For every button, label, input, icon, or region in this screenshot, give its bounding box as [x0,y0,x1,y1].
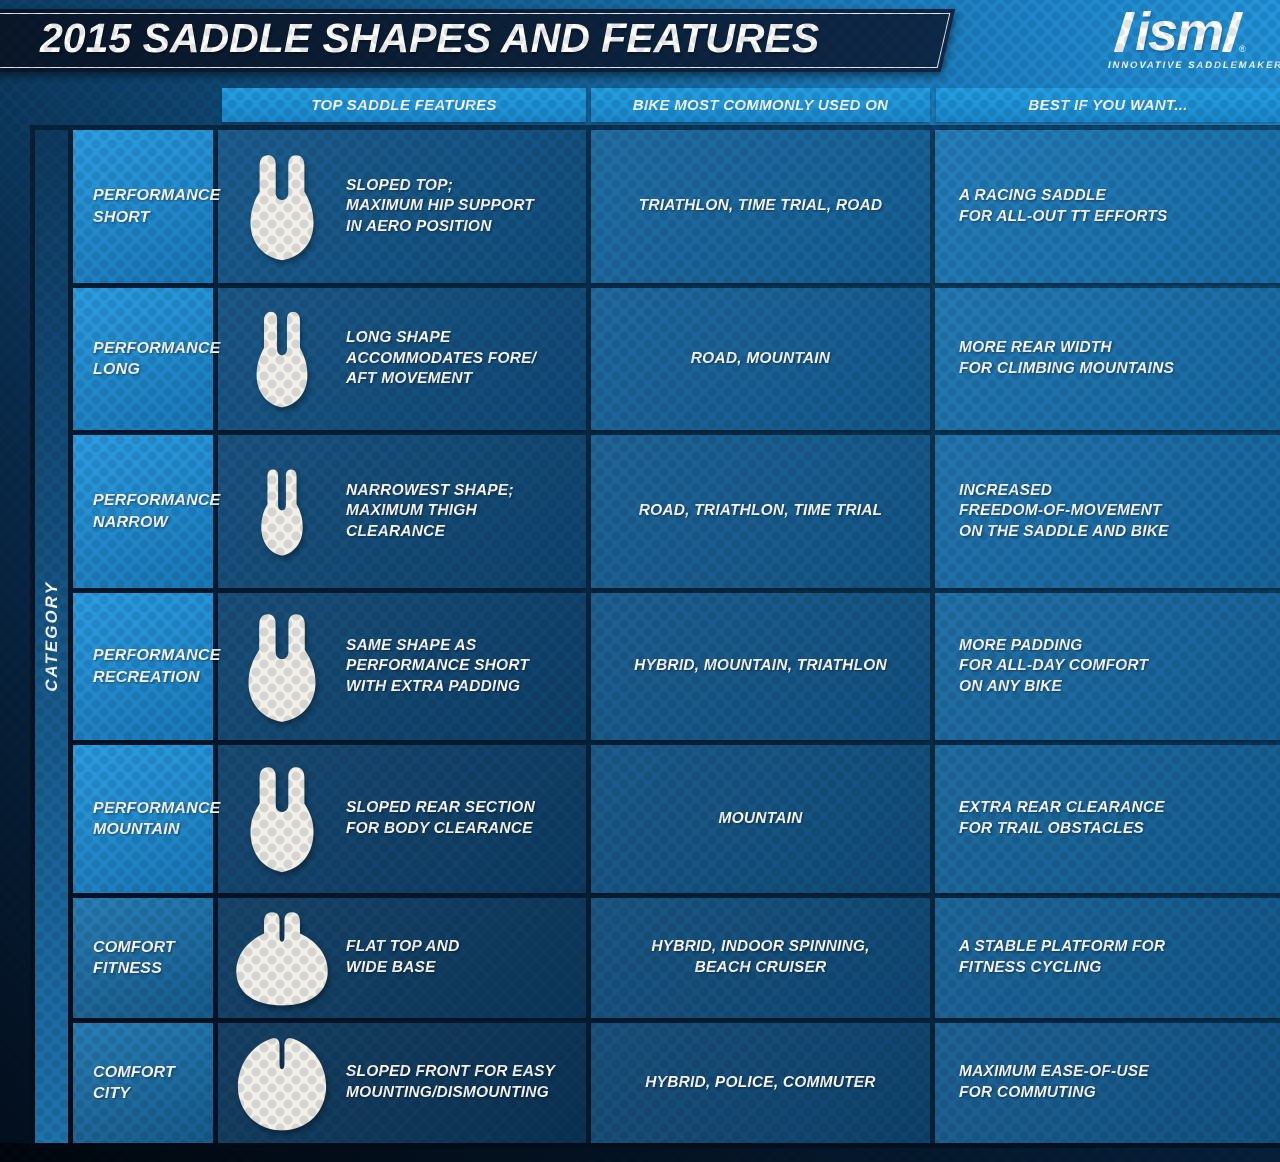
bike-cell: TRIATHLON, TIME TRIAL, ROAD [591,130,930,283]
best-text: MORE PADDING FOR ALL-DAY COMFORT ON ANY … [959,636,1149,695]
best-text: A STABLE PLATFORM FOR FITNESS CYCLING [959,938,1166,976]
category-cell: COMFORT CITY [73,1023,213,1143]
registered-mark: ® [1239,44,1246,54]
bike-text: HYBRID, POLICE, COMMUTER [645,1073,876,1091]
best-cell: MAXIMUM EASE-OF-USE FOR COMMUTING [935,1023,1280,1143]
bike-text: ROAD, TRIATHLON, TIME TRIAL [638,502,883,520]
column-header-bike: BIKE MOST COMMONLY USED ON [591,88,930,122]
bike-cell: ROAD, MOUNTAIN [591,288,930,430]
saddle-performance-recreation-icon [218,610,346,724]
bike-cell: HYBRID, INDOOR SPINNING, BEACH CRUISER [591,898,930,1018]
logo-tagline: INNOVATIVE SADDLEMAKER [1108,60,1280,71]
best-text: INCREASED FREEDOM-OF-MOVEMENT ON THE SAD… [959,481,1169,540]
bike-cell: HYBRID, POLICE, COMMUTER [591,1023,930,1143]
saddle-performance-narrow-icon [218,455,346,569]
best-cell: A RACING SADDLE FOR ALL-OUT TT EFFORTS [935,130,1280,283]
bike-text: TRIATHLON, TIME TRIAL, ROAD [638,197,883,215]
category-cell: PERFORMANCE MOUNTAIN [73,745,220,893]
features-text: SLOPED REAR SECTION FOR BODY CLEARANCE [346,799,535,837]
features-text: SLOPED FRONT FOR EASY MOUNTING/DISMOUNTI… [346,1063,556,1101]
bike-text: HYBRID, INDOOR SPINNING, BEACH CRUISER [651,938,870,976]
best-cell: MORE PADDING FOR ALL-DAY COMFORT ON ANY … [935,593,1280,740]
bike-cell: ROAD, TRIATHLON, TIME TRIAL [591,435,930,588]
logo-slash-left-icon [1114,12,1136,52]
logo-wordmark: ism [1135,2,1224,62]
page-title: 2015 SADDLE SHAPES AND FEATURES [40,15,820,61]
features-cell: NARROWEST SHAPE; MAXIMUM THIGH CLEARANCE [218,435,586,588]
saddle-comfort-fitness-icon [218,909,346,1007]
bike-text: ROAD, MOUNTAIN [690,349,831,367]
features-cell: SLOPED REAR SECTION FOR BODY CLEARANCE [218,745,586,893]
saddle-table: CATEGORY PERFORMANCE SHORT SLOPED TOP; M… [35,130,1280,1143]
features-text: SAME SHAPE AS PERFORMANCE SHORT WITH EXT… [346,636,530,695]
best-cell: INCREASED FREEDOM-OF-MOVEMENT ON THE SAD… [935,435,1280,588]
features-cell: SLOPED TOP; MAXIMUM HIP SUPPORT IN AERO … [218,130,586,283]
category-label: PERFORMANCE LONG [93,339,221,378]
best-text: MORE REAR WIDTH FOR CLIMBING MOUNTAINS [959,339,1175,377]
features-text: SLOPED TOP; MAXIMUM HIP SUPPORT IN AERO … [346,176,535,235]
category-label: COMFORT FITNESS [93,938,175,977]
column-header-best: BEST IF YOU WANT... [936,88,1280,122]
best-text: EXTRA REAR CLEARANCE FOR TRAIL OBSTACLES [959,799,1165,837]
features-text: LONG SHAPE ACCOMMODATES FORE/ AFT MOVEME… [346,329,537,388]
category-cell: PERFORMANCE LONG [73,288,220,430]
bottom-band [0,1143,1280,1162]
category-cell: PERFORMANCE SHORT [73,130,220,283]
category-cell: PERFORMANCE RECREATION [73,593,220,740]
best-cell: MORE REAR WIDTH FOR CLIMBING MOUNTAINS [935,288,1280,430]
category-cell: COMFORT FITNESS [73,898,213,1018]
category-label: PERFORMANCE NARROW [93,492,221,531]
category-label: COMFORT CITY [93,1063,175,1102]
best-cell: A STABLE PLATFORM FOR FITNESS CYCLING [935,898,1280,1018]
bike-text: HYBRID, MOUNTAIN, TRIATHLON [634,657,887,675]
bike-text: MOUNTAIN [718,809,803,827]
saddle-performance-short-icon [218,150,346,264]
category-label: PERFORMANCE MOUNTAIN [93,799,221,838]
features-text: FLAT TOP AND WIDE BASE [346,938,460,976]
bike-cell: MOUNTAIN [591,745,930,893]
features-cell: LONG SHAPE ACCOMMODATES FORE/ AFT MOVEME… [218,288,586,430]
saddle-performance-long-icon [218,302,346,416]
category-label: PERFORMANCE SHORT [93,187,221,226]
best-text: MAXIMUM EASE-OF-USE FOR COMMUTING [959,1063,1149,1101]
column-header-features: TOP SADDLE FEATURES [222,88,586,122]
saddle-performance-mountain-icon [218,762,346,876]
features-cell: SAME SHAPE AS PERFORMANCE SHORT WITH EXT… [218,593,586,740]
features-cell: SLOPED FRONT FOR EASY MOUNTING/DISMOUNTI… [218,1023,586,1143]
best-cell: EXTRA REAR CLEARANCE FOR TRAIL OBSTACLES [935,745,1280,893]
best-text: A RACING SADDLE FOR ALL-OUT TT EFFORTS [959,186,1168,225]
saddle-comfort-city-icon [218,1034,346,1132]
category-cell: PERFORMANCE NARROW [73,435,220,588]
features-text: NARROWEST SHAPE; MAXIMUM THIGH CLEARANCE [346,481,514,540]
features-cell: FLAT TOP AND WIDE BASE [218,898,586,1018]
bike-cell: HYBRID, MOUNTAIN, TRIATHLON [591,593,930,740]
category-axis: CATEGORY [35,130,68,1143]
category-axis-label: CATEGORY [41,581,61,692]
ism-logo: ism ® INNOVATIVE SADDLEMAKER [1108,2,1280,71]
category-label: PERFORMANCE RECREATION [93,647,221,686]
